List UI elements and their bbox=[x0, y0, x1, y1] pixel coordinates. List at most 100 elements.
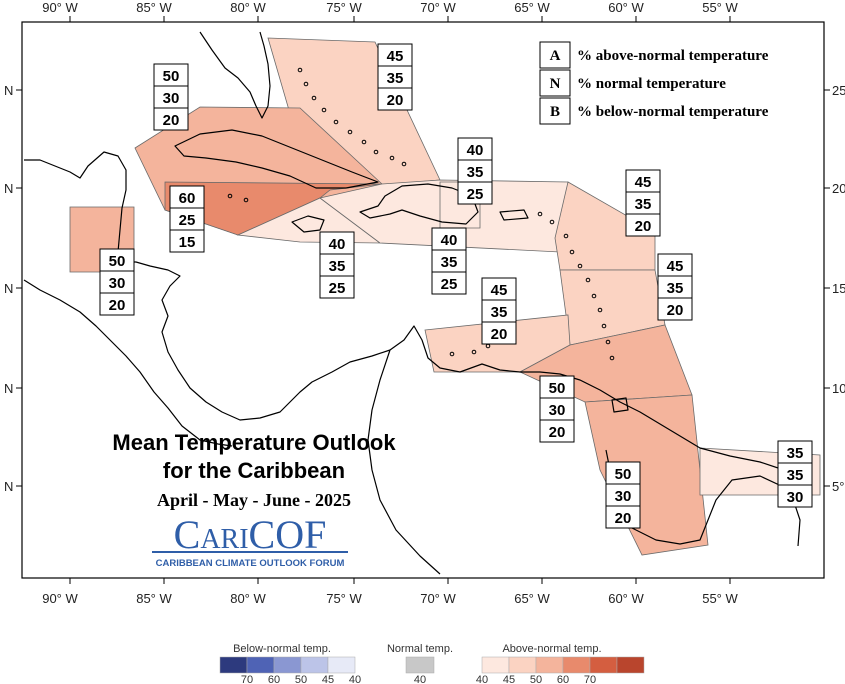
lon-label-top: 85° W bbox=[136, 0, 172, 15]
colorbar-normal-tick: 40 bbox=[414, 674, 426, 684]
puerto-rico-coast bbox=[499, 209, 529, 221]
colorbar-below-swatch bbox=[219, 656, 248, 674]
prob-value: 25 bbox=[467, 186, 484, 203]
prob-cell bbox=[481, 321, 517, 345]
lon-label-top: 60° W bbox=[608, 0, 644, 15]
prob-value: 35 bbox=[667, 280, 684, 297]
prob-value: 20 bbox=[667, 302, 684, 319]
colorbar-above-tick: 45 bbox=[503, 674, 515, 684]
prob-cell bbox=[99, 292, 135, 316]
prob-box-haiti-south: 40 35 25 bbox=[319, 231, 355, 299]
colorbar-below-tick: 45 bbox=[322, 674, 334, 684]
axis-ticks: 90° W 90° W 85° W 85° W 80° W 80° W 75° W 75° W… bbox=[4, 0, 845, 606]
title-line-1: Mean Temperature Outlook bbox=[112, 430, 396, 455]
prob-value: 20 bbox=[549, 424, 566, 441]
prob-box-northern-leewards: 45 35 20 bbox=[625, 169, 661, 237]
lon-label-bottom: 80° W bbox=[230, 591, 266, 606]
island-dot bbox=[577, 263, 583, 269]
jamaica-coast bbox=[291, 215, 325, 233]
legend-key-box bbox=[539, 41, 571, 69]
prob-value: 20 bbox=[109, 297, 126, 314]
prob-value: 50 bbox=[549, 380, 566, 397]
lat-label-right: 15 bbox=[832, 281, 845, 296]
prob-cell bbox=[625, 213, 661, 237]
island-dot bbox=[297, 67, 303, 73]
prob-box-abc-islands: 45 35 20 bbox=[481, 277, 517, 345]
prob-box-puerto-rico: 40 35 25 bbox=[457, 137, 493, 205]
prob-value: 15 bbox=[179, 234, 196, 251]
colorbar-below-tick: 50 bbox=[295, 674, 307, 684]
prob-box-windwards: 45 35 20 bbox=[657, 253, 693, 321]
abn-legend: A % above-normal temperature N % normal tem… bbox=[539, 41, 769, 125]
colorbar-above-swatch bbox=[616, 656, 645, 674]
prob-value: 50 bbox=[615, 466, 632, 483]
prob-value: 60 bbox=[179, 190, 196, 207]
prob-value: 45 bbox=[635, 174, 652, 191]
season-label: April - May - June - 2025 bbox=[157, 490, 351, 510]
legend-key-box bbox=[539, 97, 571, 125]
prob-value: 20 bbox=[163, 112, 180, 129]
prob-value: 45 bbox=[667, 258, 684, 275]
island-dot bbox=[243, 197, 249, 203]
legend-label: % above-normal temperature bbox=[577, 48, 769, 64]
lon-label-top: 80° W bbox=[230, 0, 266, 15]
colorbar-above-swatch bbox=[535, 656, 564, 674]
colombia-interior bbox=[367, 349, 441, 575]
prob-value: 35 bbox=[635, 196, 652, 213]
colorbar-above-tick: 50 bbox=[530, 674, 542, 684]
prob-value: 35 bbox=[329, 258, 346, 275]
colorbar-below-swatch bbox=[300, 656, 329, 674]
prob-value: 25 bbox=[179, 212, 196, 229]
prob-cell bbox=[657, 297, 693, 321]
colorbar-above-tick: 40 bbox=[476, 674, 488, 684]
lon-label-bottom: 65° W bbox=[514, 591, 550, 606]
trinidad-coast bbox=[611, 397, 629, 413]
lon-label-bottom: 55° W bbox=[702, 591, 738, 606]
prob-value: 35 bbox=[441, 254, 458, 271]
island-dot bbox=[373, 149, 379, 155]
logo-tagline: CARIBBEAN CLIMATE OUTLOOK FORUM bbox=[156, 558, 345, 569]
lon-label-top: 90° W bbox=[42, 0, 78, 15]
island-dot bbox=[537, 211, 543, 217]
legend-key: N bbox=[550, 76, 561, 92]
lon-label-top: 70° W bbox=[420, 0, 456, 15]
colorbar-above-title: Above-normal temp. bbox=[502, 643, 601, 655]
island-dot bbox=[601, 323, 607, 329]
northern-south-america bbox=[389, 325, 813, 491]
prob-value: 45 bbox=[491, 282, 508, 299]
lat-label-right: 5° bbox=[832, 479, 844, 494]
colorbar-below-tick: 40 bbox=[349, 674, 361, 684]
prob-cell bbox=[377, 87, 413, 111]
prob-value: 40 bbox=[467, 142, 484, 159]
prob-value: 20 bbox=[635, 218, 652, 235]
colorbar-below-swatch bbox=[246, 656, 275, 674]
colorbar-above-swatch bbox=[589, 656, 618, 674]
island-dot bbox=[549, 219, 555, 225]
colorbar-above-tick: 60 bbox=[557, 674, 569, 684]
lat-label-right: 10 bbox=[832, 381, 845, 396]
prob-value: 30 bbox=[549, 402, 566, 419]
prob-value: 35 bbox=[387, 70, 404, 87]
lat-label-right: 25 bbox=[832, 83, 845, 98]
colorbar-below-tick: 70 bbox=[241, 674, 253, 684]
caricof-logo: CariCOF bbox=[174, 512, 327, 557]
prob-value: 40 bbox=[329, 236, 346, 253]
island-dot bbox=[347, 129, 353, 135]
lon-label-top: 55° W bbox=[702, 0, 738, 15]
lon-label-bottom: 75° W bbox=[326, 591, 362, 606]
prob-value: 30 bbox=[787, 489, 804, 506]
legend-key-box bbox=[539, 69, 571, 97]
lat-label-left: N bbox=[4, 83, 13, 98]
colorbar-above-tick: 70 bbox=[584, 674, 596, 684]
prob-value: 30 bbox=[109, 275, 126, 292]
colorbar-above-swatch bbox=[508, 656, 537, 674]
colorbar-below-title: Below-normal temp. bbox=[233, 643, 331, 655]
colorbar-normal-swatch bbox=[405, 656, 435, 674]
prob-box-bahamas: 45 35 20 bbox=[377, 43, 413, 111]
prob-cell bbox=[169, 229, 205, 253]
florida-coast bbox=[199, 31, 271, 119]
prob-value: 40 bbox=[441, 232, 458, 249]
island-dot bbox=[591, 293, 597, 299]
colorbar-below-swatch bbox=[327, 656, 356, 674]
prob-value: 50 bbox=[163, 68, 180, 85]
